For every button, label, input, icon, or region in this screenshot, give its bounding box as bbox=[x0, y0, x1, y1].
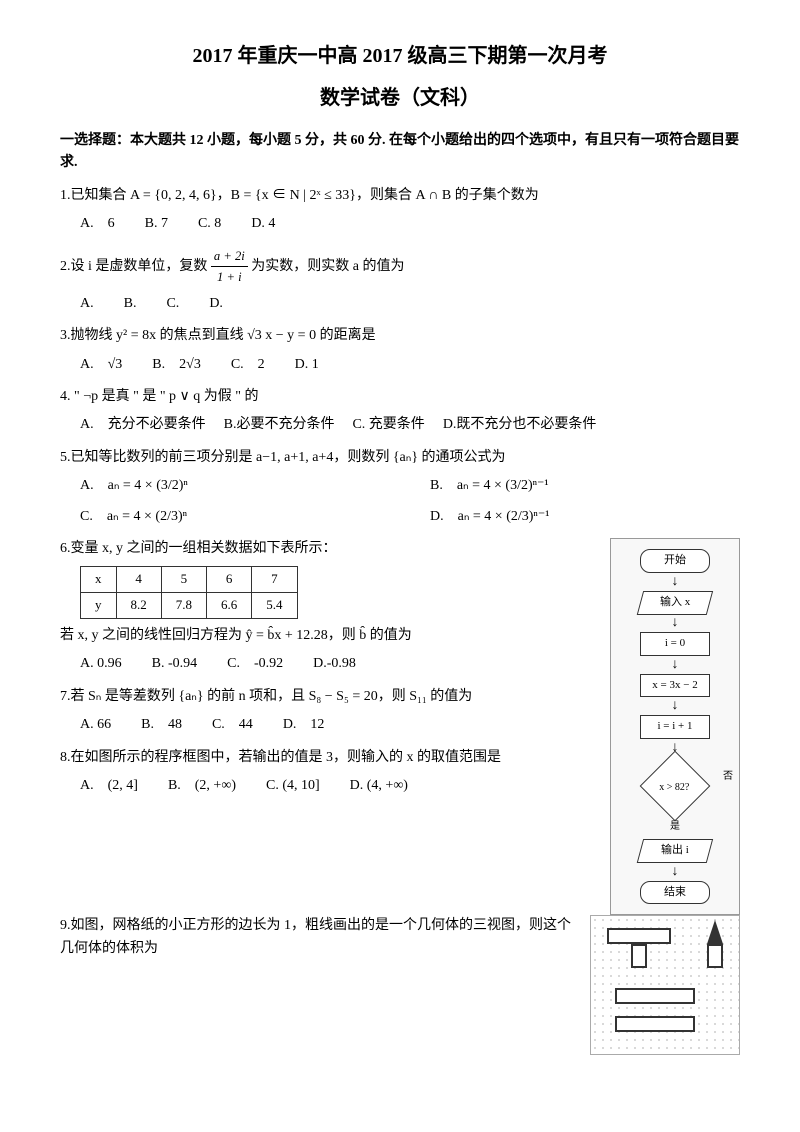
q2-pre: 2.设 i 是虚数单位，复数 bbox=[60, 258, 211, 273]
fc-start: 开始 bbox=[640, 549, 710, 573]
cell: 5.4 bbox=[252, 593, 297, 619]
arrow-icon: ↓ bbox=[615, 699, 735, 713]
fc-end: 结束 bbox=[640, 881, 710, 905]
section-header: 一选择题：本大题共 12 小题，每小题 5 分，共 60 分. 在每个小题给出的… bbox=[60, 130, 740, 175]
cell: 7 bbox=[252, 567, 297, 593]
q4-text: 4. " ¬p 是真 " 是 " p ∨ q 为假 " 的 bbox=[60, 386, 740, 408]
q2-frac: a + 2i 1 + i bbox=[211, 246, 248, 287]
fc-output: 输出 i bbox=[637, 839, 713, 863]
fc-init: i = 0 bbox=[640, 632, 710, 656]
title-main: 2017 年重庆一中高 2017 级高三下期第一次月考 bbox=[60, 40, 740, 72]
question-1: 1.已知集合 A = {0, 2, 4, 6}，B = {x ∈ N | 2ˣ … bbox=[60, 185, 740, 236]
q5-opt-c: C. aₙ = 4 × (2/3)ⁿ bbox=[80, 506, 390, 528]
q3-opt-b: B. 2√3 bbox=[152, 354, 201, 376]
q2-frac-num: a + 2i bbox=[211, 246, 248, 267]
q1-opt-c: C. 8 bbox=[198, 213, 221, 235]
q8-opt-d: D. (4, +∞) bbox=[350, 775, 408, 797]
q6-options: A. 0.96 B. -0.94 C. -0.92 D.-0.98 bbox=[80, 653, 600, 675]
q1-opt-a: A. 6 bbox=[80, 213, 115, 235]
q3-opt-c: C. 2 bbox=[231, 354, 265, 376]
q1-opt-b: B. 7 bbox=[145, 213, 168, 235]
arrow-icon: ↓ bbox=[615, 575, 735, 589]
fc-no-label: 否 bbox=[723, 769, 733, 785]
flowchart: 否 开始 ↓ 输入 x ↓ i = 0 ↓ x = 3x − 2 ↓ i = i… bbox=[610, 538, 740, 915]
q5-opt-d: D. aₙ = 4 × (2/3)ⁿ⁻¹ bbox=[430, 506, 740, 528]
q7-options: A. 66 B. 48 C. 44 D. 12 bbox=[80, 714, 600, 736]
q3-text: 3.抛物线 y² = 8x 的焦点到直线 √3 x − y = 0 的距离是 bbox=[60, 325, 740, 347]
q4-opt-c: C. 充要条件 bbox=[352, 414, 424, 436]
q6-opt-b: B. -0.94 bbox=[152, 653, 198, 675]
q8-opt-a: A. (2, 4] bbox=[80, 775, 138, 797]
cell: 5 bbox=[161, 567, 206, 593]
fc-step1: x = 3x − 2 bbox=[640, 674, 710, 698]
q8-opt-c: C. (4, 10] bbox=[266, 775, 320, 797]
arrow-icon: ↓ bbox=[615, 658, 735, 672]
q7-opt-b: B. 48 bbox=[141, 714, 182, 736]
table-row: x 4 5 6 7 bbox=[81, 567, 298, 593]
q3-opt-d: D. 1 bbox=[295, 354, 319, 376]
cell: 4 bbox=[116, 567, 161, 593]
q8-opt-b: B. (2, +∞) bbox=[168, 775, 236, 797]
q7-opt-d: D. 12 bbox=[283, 714, 325, 736]
q2-text: 2.设 i 是虚数单位，复数 a + 2i 1 + i 为实数，则实数 a 的值… bbox=[60, 246, 740, 287]
question-3: 3.抛物线 y² = 8x 的焦点到直线 √3 x − y = 0 的距离是 A… bbox=[60, 325, 740, 376]
q2-opt-b: B. bbox=[124, 293, 137, 315]
q7-opt-c: C. 44 bbox=[212, 714, 253, 736]
cell: 7.8 bbox=[161, 593, 206, 619]
q8-options: A. (2, 4] B. (2, +∞) C. (4, 10] D. (4, +… bbox=[80, 775, 600, 797]
q5-options: A. aₙ = 4 × (3/2)ⁿ B. aₙ = 4 × (3/2)ⁿ⁻¹ … bbox=[80, 475, 740, 528]
q6-opt-c: C. -0.92 bbox=[227, 653, 283, 675]
fc-cond: x > 82? bbox=[640, 751, 711, 822]
q4-opt-a: A. 充分不必要条件 bbox=[80, 414, 206, 436]
question-5: 5.已知等比数列的前三项分别是 a−1, a+1, a+4，则数列 {aₙ} 的… bbox=[60, 447, 740, 528]
q2-post: 为实数，则实数 a 的值为 bbox=[251, 258, 404, 273]
q2-opt-d: D. bbox=[209, 293, 223, 315]
q4-opt-d: D.既不充分也不必要条件 bbox=[443, 414, 597, 436]
fc-input: 输入 x bbox=[637, 591, 713, 615]
q3-opt-a: A. √3 bbox=[80, 354, 122, 376]
q1-opt-d: D. 4 bbox=[251, 213, 275, 235]
fc-step2: i = i + 1 bbox=[640, 715, 710, 739]
three-view-grid bbox=[590, 915, 740, 1055]
q6-table: x 4 5 6 7 y 8.2 7.8 6.6 5.4 bbox=[80, 566, 298, 619]
question-2: 2.设 i 是虚数单位，复数 a + 2i 1 + i 为实数，则实数 a 的值… bbox=[60, 246, 740, 316]
q2-options: A. B. C. D. bbox=[80, 293, 740, 315]
q2-opt-a: A. bbox=[80, 293, 94, 315]
table-row: y 8.2 7.8 6.6 5.4 bbox=[81, 593, 298, 619]
cell: 8.2 bbox=[116, 593, 161, 619]
q4-opt-b: B.必要不充分条件 bbox=[224, 414, 335, 436]
arrow-icon: ↓ bbox=[615, 616, 735, 630]
cell: 6.6 bbox=[207, 593, 252, 619]
q2-opt-c: C. bbox=[166, 293, 179, 315]
q1-text: 1.已知集合 A = {0, 2, 4, 6}，B = {x ∈ N | 2ˣ … bbox=[60, 185, 740, 207]
cell: y bbox=[81, 593, 117, 619]
q1-options: A. 6 B. 7 C. 8 D. 4 bbox=[80, 213, 740, 235]
cell: 6 bbox=[207, 567, 252, 593]
q5-opt-b: B. aₙ = 4 × (3/2)ⁿ⁻¹ bbox=[430, 475, 740, 497]
q4-options: A. 充分不必要条件 B.必要不充分条件 C. 充要条件 D.既不充分也不必要条… bbox=[80, 414, 740, 436]
q2-frac-den: 1 + i bbox=[211, 267, 248, 287]
q5-text: 5.已知等比数列的前三项分别是 a−1, a+1, a+4，则数列 {aₙ} 的… bbox=[60, 447, 740, 469]
title-sub: 数学试卷（文科） bbox=[60, 82, 740, 114]
question-4: 4. " ¬p 是真 " 是 " p ∨ q 为假 " 的 A. 充分不必要条件… bbox=[60, 386, 740, 437]
q6-opt-d: D.-0.98 bbox=[313, 653, 356, 675]
cell: x bbox=[81, 567, 117, 593]
q3-options: A. √3 B. 2√3 C. 2 D. 1 bbox=[80, 354, 740, 376]
q5-opt-a: A. aₙ = 4 × (3/2)ⁿ bbox=[80, 475, 390, 497]
q6-opt-a: A. 0.96 bbox=[80, 653, 122, 675]
q7-opt-a: A. 66 bbox=[80, 714, 111, 736]
arrow-icon: ↓ bbox=[615, 865, 735, 879]
